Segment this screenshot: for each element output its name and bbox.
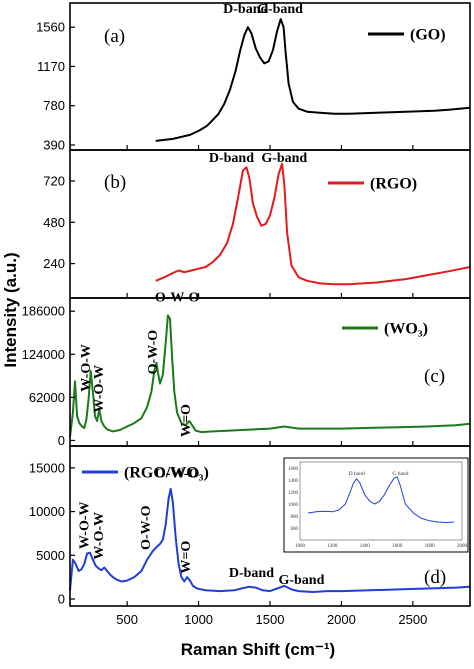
inset-x-tick-label: 1400 (360, 544, 371, 549)
inset-frame-outer (283, 457, 469, 553)
y-tick-label: 186000 (22, 304, 65, 319)
panel-4: 0 5000 10000 15000 (d) (RGO/WO₃) W-O-W W-O-W O-W… (29, 445, 471, 607)
inset-axes (299, 461, 463, 541)
inset-x-tick-label: 2000 (457, 544, 468, 549)
panel-letter: (b) (104, 172, 126, 193)
peak-annotation: W-O-W (92, 365, 107, 413)
x-axis-label: Raman Shift (cm⁻¹) (181, 640, 335, 659)
series-line-RGO (155, 162, 471, 286)
panel-2: 240 480 720 (b) (RGO) D-band G-band (43, 149, 471, 299)
peak-annotation: D-band (209, 151, 254, 166)
peak-annotation: D-band (229, 566, 274, 581)
legend-label: (GO) (410, 27, 446, 44)
x-tick-label: 500 (116, 612, 138, 627)
y-tick-label: 0 (58, 433, 65, 448)
inset-x-tick-label: 1600 (392, 544, 403, 549)
legend-label: (RGO) (370, 176, 417, 193)
inset-x-tick-label: 1000 (295, 544, 306, 549)
inset-x-tick-label: 1800 (425, 544, 436, 549)
series-line-RGO/WO3 (69, 487, 471, 593)
y-tick-label: 1560 (36, 20, 65, 35)
panel-3: 0 62000 124000 186000 (c) (WO₃) W-O-WW-O-W O-W-… (22, 290, 471, 448)
inset-y-tick-label: 600 (291, 527, 299, 532)
peak-annotation: W=O (179, 541, 194, 574)
y-tick-label: 124000 (22, 347, 65, 362)
inset-y-tick-label: 1600 (288, 467, 299, 472)
inset-y-tick-label: 1200 (288, 491, 299, 496)
y-tick-label: 780 (43, 98, 65, 113)
y-tick-label: 390 (43, 137, 65, 152)
panel-letter: (a) (104, 26, 125, 47)
inset-annotation: G band (392, 471, 408, 477)
inset-plot: 1000 1200 1400 1600 1800 2000 600 800 1000 1200 14… (283, 457, 469, 553)
y-tick-label: 15000 (29, 460, 65, 475)
x-tick-label: 2500 (398, 612, 427, 627)
legend-label: (WO₃) (384, 321, 428, 338)
panel-letter: (d) (424, 567, 446, 588)
peak-annotation: W=O (179, 404, 194, 437)
y-tick-label: 480 (43, 215, 65, 230)
peak-annotation: O-W-O (155, 290, 200, 305)
peak-annotation: W-O-W (79, 344, 94, 392)
panel-frame (69, 2, 471, 151)
inset-series-line (308, 476, 454, 524)
peak-annotation: D-band (223, 2, 268, 17)
y-tick-label: 5000 (36, 548, 65, 563)
inset-y-tick-label: 1000 (288, 503, 299, 508)
peak-annotation: G-band (261, 151, 307, 166)
inset-y-tick-label: 800 (291, 515, 299, 520)
x-tick-label: 2000 (327, 612, 356, 627)
peak-annotation: O-W-O (155, 466, 200, 481)
peak-annotation: G-band (278, 573, 324, 588)
inset-annotation: D band (349, 471, 365, 477)
y-tick-label: 10000 (29, 504, 65, 519)
panel-frame (69, 149, 471, 299)
peak-annotation: W-O-W (78, 501, 93, 549)
y-tick-label: 720 (43, 173, 65, 188)
peak-annotation: O-W-O (139, 505, 154, 550)
y-tick-label: 0 (58, 592, 65, 607)
x-tick-label: 1500 (256, 612, 285, 627)
peak-annotation: G-band (257, 2, 303, 17)
y-tick-label: 62000 (29, 390, 65, 405)
legend-label: (RGO/WO₃) (124, 465, 209, 482)
y-axis-label: Intensity (a.u.) (1, 252, 20, 367)
y-tick-label: 240 (43, 256, 65, 271)
x-tick-label: 1000 (184, 612, 213, 627)
y-tick-label: 1170 (37, 59, 65, 74)
inset-y-tick-label: 1400 (288, 479, 299, 484)
peak-annotation: O-W-O (146, 330, 161, 375)
peak-annotation: W-O-W (92, 512, 107, 560)
inset-x-tick-label: 1200 (327, 544, 338, 549)
series-line-WO3 (69, 314, 471, 438)
panel-letter: (c) (424, 366, 445, 387)
series-line-GO (155, 18, 471, 142)
